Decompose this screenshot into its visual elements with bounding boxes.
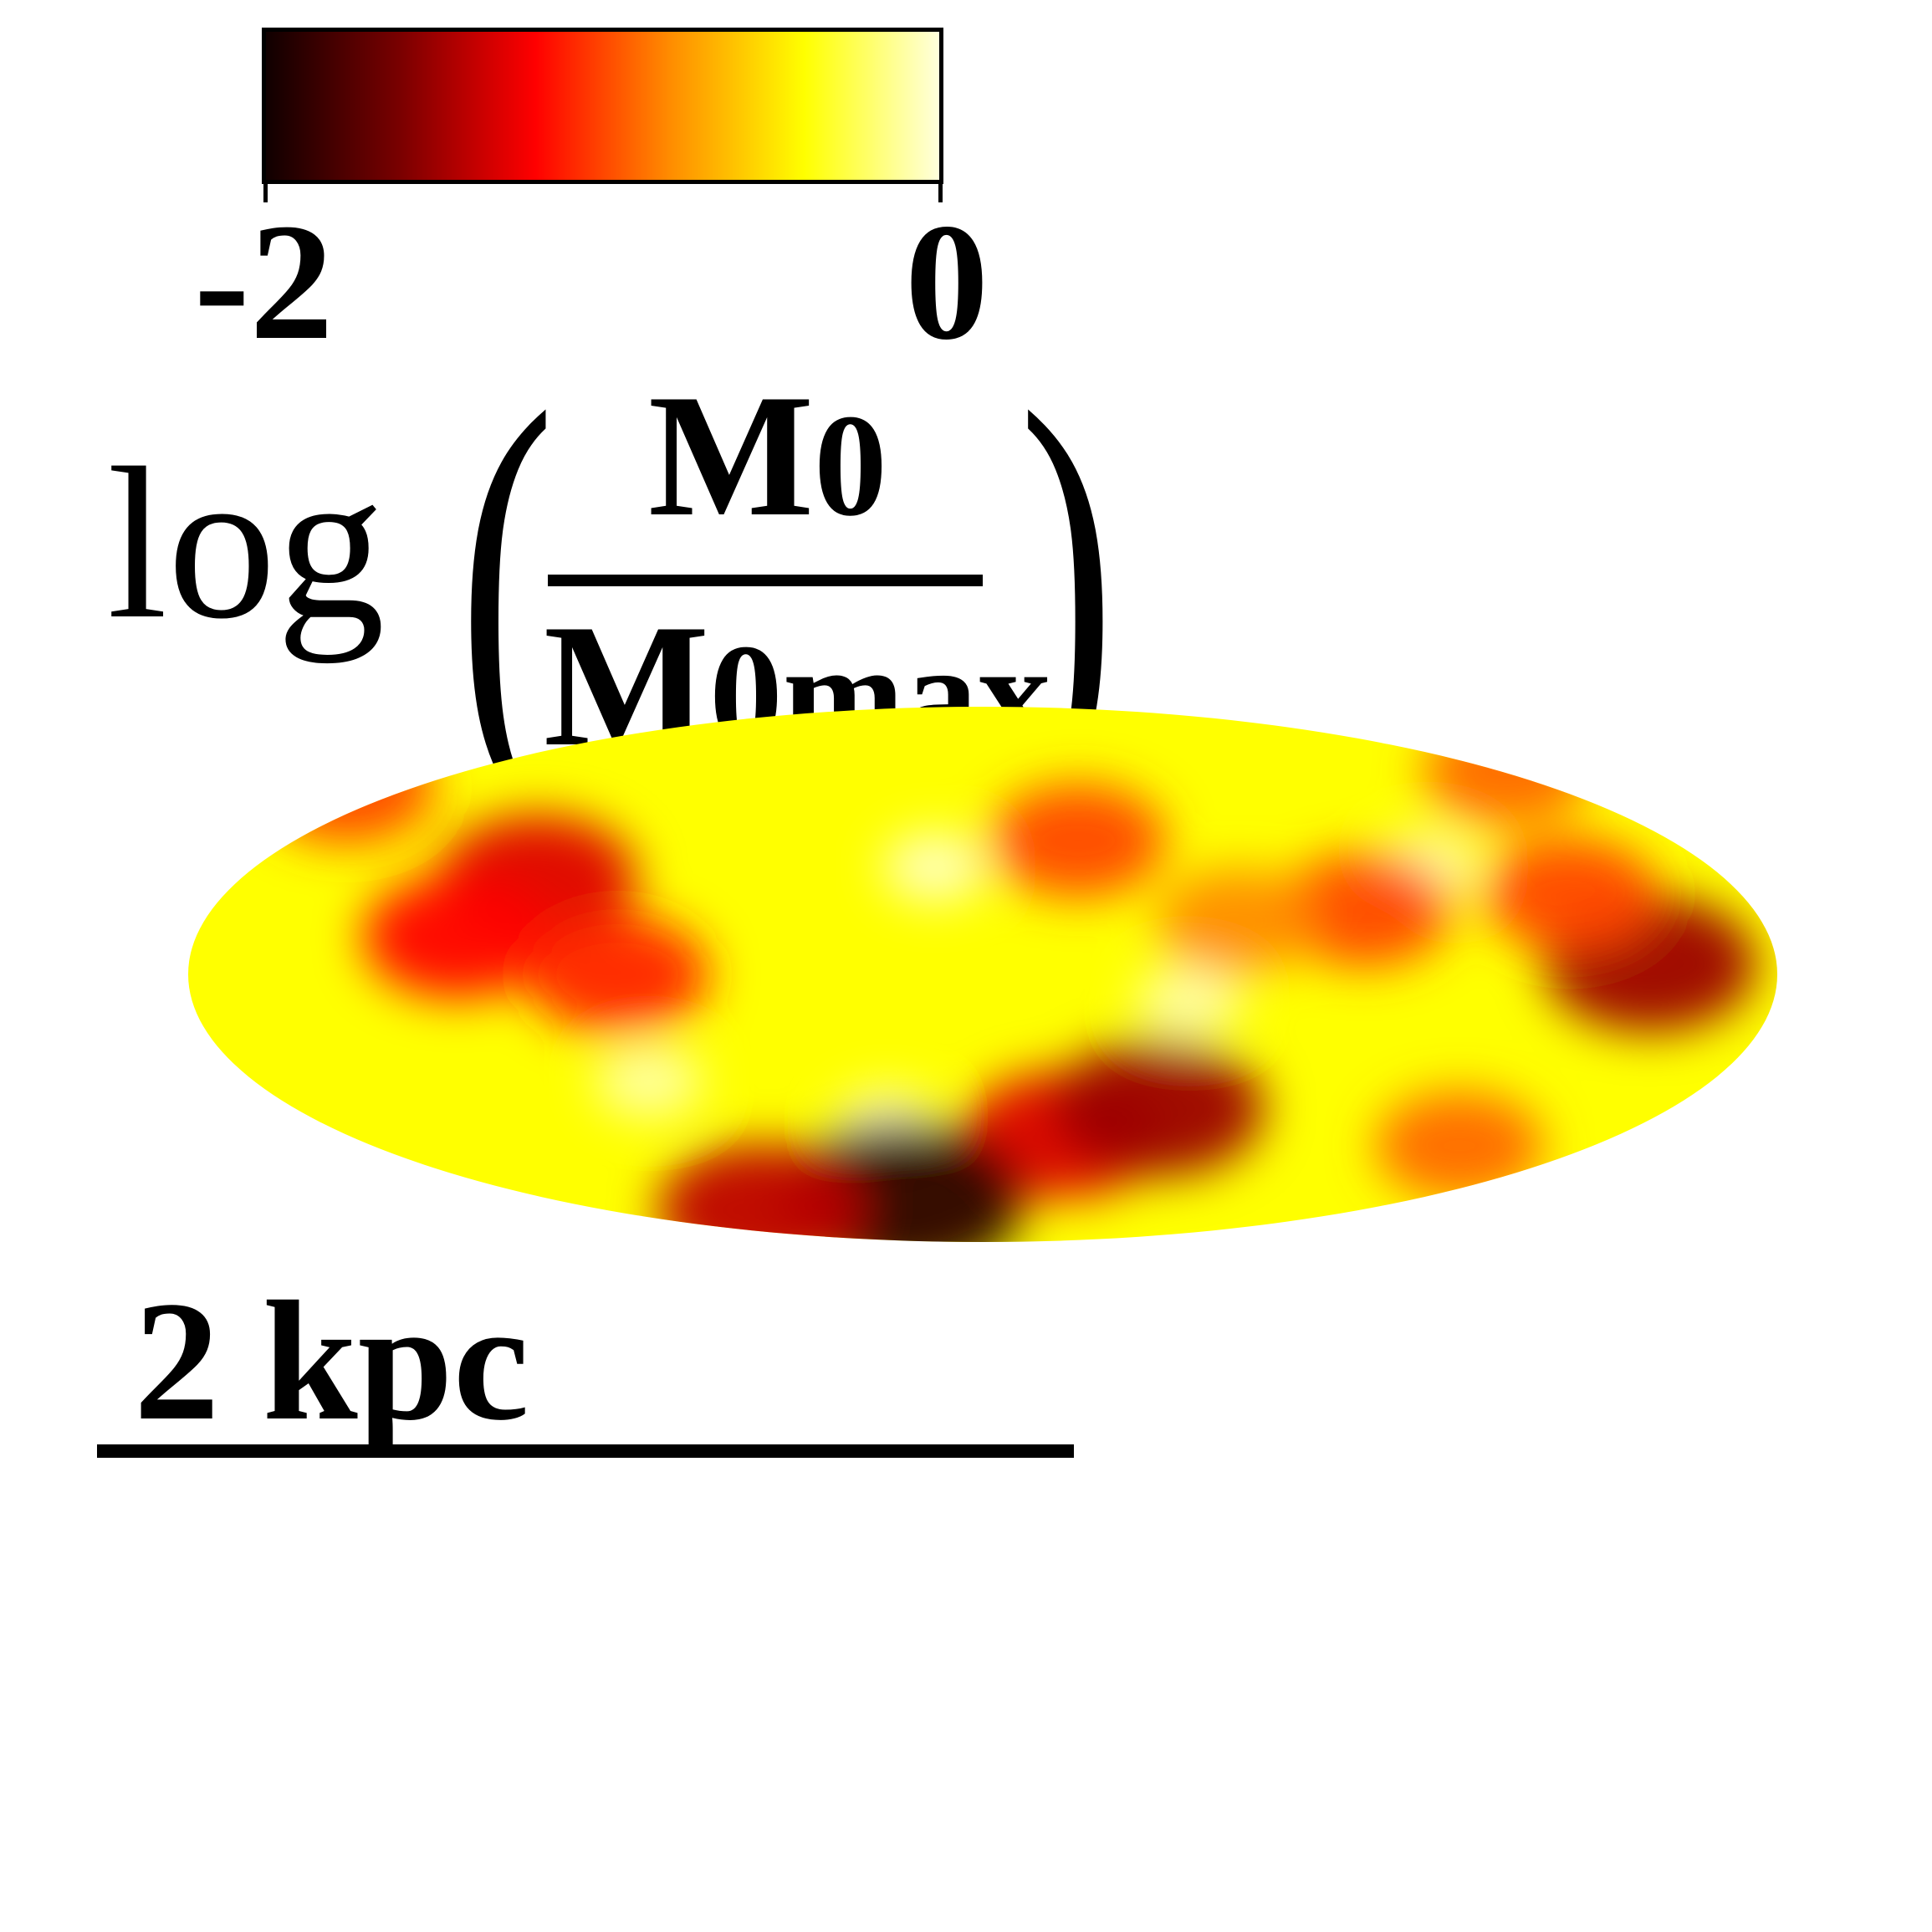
heatmap-blob-11: [657, 1143, 863, 1242]
heatmap-map: [188, 707, 1777, 1242]
left-paren: (: [458, 318, 555, 836]
scale-bar-label: 2 kpc: [134, 1266, 529, 1456]
heatmap-blob-7: [525, 915, 709, 1034]
heatmap-blob-19: [1423, 716, 1592, 825]
heatmap-blob-4: [1135, 965, 1244, 1037]
colorbar-label-log: log: [107, 423, 386, 664]
colorbar-max-label: 0: [905, 190, 989, 375]
numerator-symbol: M: [648, 359, 815, 553]
heatmap-blob-14: [1375, 1091, 1544, 1200]
heatmap-blob-17: [1157, 868, 1317, 974]
heatmap-blob-6: [363, 875, 554, 999]
heatmap-field: [188, 707, 1777, 1242]
heatmap-blob-13: [1483, 837, 1659, 951]
numerator-subscript: 0: [814, 384, 887, 546]
colorbar-tick-max: [938, 184, 943, 202]
colorbar-tick-min: [263, 184, 268, 202]
heatmap-blob-3: [595, 1045, 703, 1117]
heatmap-blob-18: [259, 730, 435, 844]
heatmap-blob-0: [882, 832, 988, 902]
heatmap-blob-9: [1050, 1040, 1265, 1177]
heatmap-blob-16: [1276, 853, 1452, 968]
colorbar-label-numerator: M0: [648, 368, 887, 544]
scale-bar: [97, 1444, 1074, 1458]
colorbar: [262, 28, 943, 184]
heatmap-blob-15: [990, 784, 1166, 897]
fraction-bar: [548, 575, 983, 586]
colorbar-min-label: -2: [194, 190, 334, 375]
